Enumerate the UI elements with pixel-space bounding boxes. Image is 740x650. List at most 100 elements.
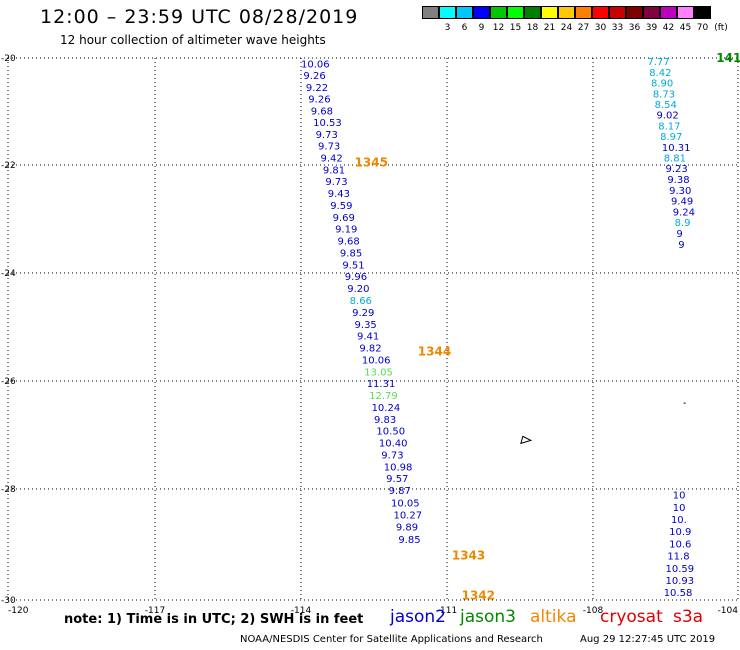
wave-height-reading: 9.82 <box>359 344 381 355</box>
legend-value-label: 45 <box>679 23 692 33</box>
legend-value-label: 33 <box>611 23 624 33</box>
legend-value-label: 27 <box>577 23 590 33</box>
latitude-tick-label: -26 <box>1 377 16 387</box>
wave-height-reading: 11.31 <box>367 379 396 390</box>
longitude-tick-label: -117 <box>145 606 165 616</box>
wave-height-reading: 9.30 <box>669 186 691 197</box>
wave-height-reading: 9.51 <box>342 260 364 271</box>
legend-value-label: 24 <box>560 23 573 33</box>
legend-swatch <box>473 6 490 19</box>
legend-value-label: 21 <box>543 23 556 33</box>
pass-time-label: 1343 <box>452 549 485 563</box>
legend-value-label: 42 <box>662 23 675 33</box>
wave-height-reading: 10.06 <box>301 59 330 70</box>
wave-height-reading: 10.58 <box>664 588 693 599</box>
legend-swatch <box>575 6 592 19</box>
wave-height-reading: 9.02 <box>656 111 678 122</box>
wave-height-reading: 9.38 <box>667 175 689 186</box>
satellite-altika-label: altika <box>530 607 577 627</box>
legend-value-label: 6 <box>461 23 468 33</box>
pass-time-label: 1345 <box>355 155 388 169</box>
legend-swatch <box>609 6 626 19</box>
wave-height-reading: 10.40 <box>379 439 408 450</box>
wave-height-reading: 9.43 <box>328 189 350 200</box>
wave-height-reading: 9.42 <box>320 154 342 165</box>
wave-height-reading: 9.49 <box>671 197 693 208</box>
generated-timestamp: Aug 29 12:27:45 UTC 2019 <box>580 634 716 645</box>
wave-height-reading: 9.68 <box>311 106 333 117</box>
legend-value-label: 36 <box>628 23 641 33</box>
wave-height-reading: 8.54 <box>655 100 677 111</box>
wave-height-reading: 9.57 <box>386 474 408 485</box>
wave-height-reading: 9.69 <box>333 213 355 224</box>
wave-height-reading: 8.90 <box>651 79 673 90</box>
wave-height-reading: 9.89 <box>396 523 418 534</box>
wave-height-reading: 10.9 <box>669 527 691 538</box>
wave-height-reading: 8.81 <box>664 154 686 165</box>
longitude-tick-label: -120 <box>8 606 29 616</box>
wave-height-reading: 9.24 <box>673 207 695 218</box>
pass-time-label: 1344 <box>418 344 451 358</box>
legend-value-label: 39 <box>645 23 658 33</box>
wave-height-reading: 10 <box>673 491 686 502</box>
island-outline <box>520 435 533 445</box>
units-note: note: 1) Time is in UTC; 2) SWH is in fe… <box>64 612 364 627</box>
wave-height-reading: 10. <box>671 515 687 526</box>
wave-height-reading: 9.19 <box>335 225 357 236</box>
legend-value-label: 30 <box>594 23 607 33</box>
wave-height-reading: 7.77 <box>647 57 669 68</box>
island-outline <box>683 402 686 404</box>
wave-height-reading: 12.79 <box>369 391 398 402</box>
legend-swatch <box>490 6 507 19</box>
wave-height-reading: 9.26 <box>308 95 330 106</box>
wave-height-reading: 13.05 <box>364 367 393 378</box>
wave-height-reading: 9.73 <box>316 130 338 141</box>
latitude-tick-label: -30 <box>1 596 16 606</box>
legend-value-label: 15 <box>509 23 522 33</box>
legend-swatch <box>524 6 541 19</box>
legend-value-label: 12 <box>492 23 505 33</box>
legend-swatch <box>541 6 558 19</box>
wave-height-reading: 10.31 <box>662 143 691 154</box>
wave-height-reading: 10.93 <box>666 576 695 587</box>
satellite-cryosat-label: cryosat <box>600 607 663 627</box>
legend-unit: (ft) <box>714 23 728 33</box>
wave-height-reading: 10.05 <box>391 498 420 509</box>
legend-swatch <box>677 6 694 19</box>
wave-height-reading: 9.85 <box>340 248 362 259</box>
wave-height-reading: 9.41 <box>357 332 379 343</box>
wave-height-reading: 9.87 <box>389 486 411 497</box>
wave-height-reading: 10.53 <box>313 118 342 129</box>
legend-swatch <box>660 6 677 19</box>
legend-swatch <box>626 6 643 19</box>
wave-height-reading: 9 <box>676 229 682 240</box>
wave-height-reading: 9.22 <box>306 83 328 94</box>
wave-height-reading: 9.59 <box>330 201 352 212</box>
wave-height-reading: 8.66 <box>350 296 372 307</box>
legend-value-label: 70 <box>696 23 709 33</box>
legend-swatch <box>694 6 711 19</box>
legend-swatch <box>439 6 456 19</box>
wave-height-reading: 10.24 <box>372 403 401 414</box>
wave-height-reading: 10.50 <box>376 427 405 438</box>
wave-height-reading: 10.06 <box>362 355 391 366</box>
satellite-jason3-label: jason3 <box>460 607 516 627</box>
wave-height-reading: 9.73 <box>325 177 347 188</box>
legend-value-label: 9 <box>478 23 485 33</box>
wave-height-reading: 9.96 <box>345 272 367 283</box>
legend-swatch <box>422 6 439 19</box>
wave-height-reading: 9.68 <box>338 237 360 248</box>
pass-time-label: 1419 <box>716 51 740 65</box>
wave-height-reading: 9.29 <box>352 308 374 319</box>
latitude-tick-label: -28 <box>1 485 16 495</box>
wave-height-reading: 9.73 <box>381 450 403 461</box>
latitude-tick-label: -20 <box>1 54 16 64</box>
wave-height-reading: 9.85 <box>398 535 420 546</box>
map-subtitle: 12 hour collection of altimeter wave hei… <box>60 33 326 47</box>
wave-height-reading: 10 <box>673 503 686 514</box>
wave-height-reading: 9.83 <box>374 415 396 426</box>
map-title: 12:00 – 23:59 UTC 08/28/2019 <box>40 6 359 28</box>
legend-swatch <box>507 6 524 19</box>
longitude-tick-label: -104 <box>718 606 739 616</box>
wave-height-reading: 9.81 <box>323 165 345 176</box>
